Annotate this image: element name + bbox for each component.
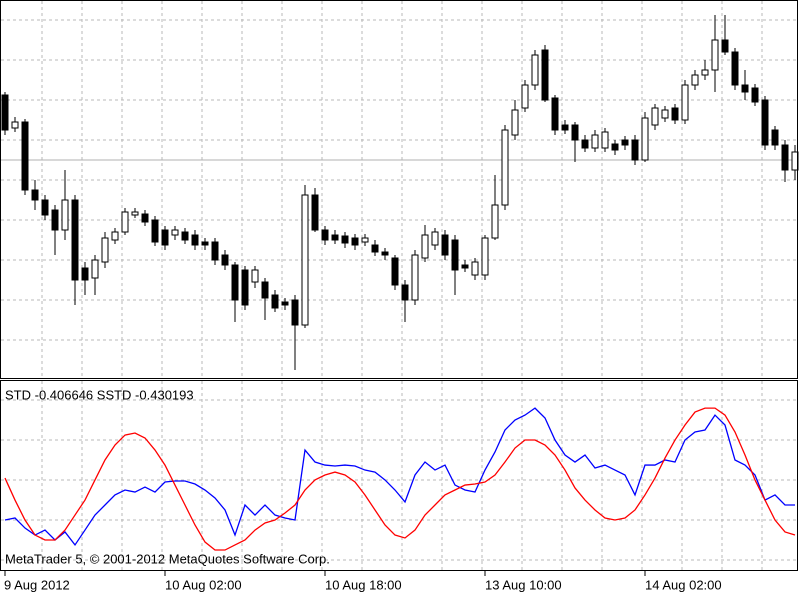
- candle-body: [611, 143, 619, 151]
- x-tick-label: 10 Aug 02:00: [165, 577, 242, 592]
- candle-body: [721, 39, 729, 53]
- x-tick-label: 13 Aug 10:00: [485, 577, 562, 592]
- x-tick-label: 14 Aug 02:00: [645, 577, 722, 592]
- candle-body: [231, 264, 239, 301]
- grid: [1, 1, 797, 570]
- candle-body: [731, 51, 739, 86]
- candle-body: [301, 194, 309, 326]
- candle-body: [521, 84, 529, 109]
- candle-body: [101, 237, 109, 263]
- candle-body: [321, 229, 329, 241]
- candle-body: [121, 211, 129, 233]
- candle-body: [241, 269, 249, 306]
- candle-body: [761, 99, 769, 146]
- candle-body: [571, 124, 579, 141]
- candle-body: [211, 241, 219, 261]
- candle-body: [311, 194, 319, 231]
- candle-body: [371, 244, 379, 253]
- candle-body: [281, 301, 289, 306]
- candle-body: [441, 234, 449, 256]
- indicator-title: STD -0.406646 SSTD -0.430193: [5, 387, 194, 402]
- plot: 9 Aug 2012 10 Aug 02:00 10 Aug 18:00 13 Aug…: [1, 15, 799, 592]
- candle-body: [111, 231, 119, 241]
- indicator-panel-frame: [0, 380, 798, 571]
- candle-body: [351, 237, 359, 246]
- candle-body: [141, 213, 149, 223]
- candle-body: [491, 204, 499, 239]
- candle-body: [691, 74, 699, 86]
- candle-body: [71, 199, 79, 281]
- candle-body: [501, 129, 509, 206]
- candle-body: [391, 257, 399, 286]
- candle-body: [681, 84, 689, 121]
- main-panel-frame: [0, 0, 798, 379]
- candle-body: [551, 97, 559, 131]
- candle-body: [421, 234, 429, 259]
- candle-body: [161, 229, 169, 246]
- candle-body: [481, 237, 489, 276]
- candle-body: [401, 284, 409, 301]
- candle-body: [131, 211, 139, 216]
- candle-body: [651, 107, 659, 126]
- candle-body: [171, 229, 179, 236]
- candle-body: [431, 231, 439, 246]
- candle-body: [341, 235, 349, 244]
- candle-body: [261, 281, 269, 299]
- candle-body: [271, 294, 279, 309]
- candle-body: [591, 134, 599, 149]
- candle-body: [1, 94, 9, 131]
- candle-body: [631, 139, 639, 161]
- candle-body: [91, 259, 99, 279]
- candle-body: [781, 144, 789, 171]
- candle-body: [251, 269, 259, 283]
- candle-body: [711, 39, 719, 71]
- candle-body: [601, 131, 609, 149]
- candle-body: [471, 261, 479, 276]
- candle-body: [361, 237, 369, 243]
- candle-body: [411, 254, 419, 301]
- candle-body: [511, 109, 519, 136]
- candle-body: [21, 121, 29, 191]
- candle-body: [701, 69, 709, 76]
- candle-body: [461, 264, 469, 269]
- candle-body: [381, 251, 389, 256]
- x-tick-label: 10 Aug 18:00: [325, 577, 402, 592]
- candle-body: [751, 87, 759, 103]
- candle-body: [81, 267, 89, 281]
- candle-body: [331, 234, 339, 241]
- candle-body: [191, 234, 199, 246]
- candle-body: [31, 189, 39, 201]
- candle-body: [221, 254, 229, 266]
- candle-body: [541, 49, 549, 101]
- candle-body: [561, 124, 569, 131]
- footer: MetaTrader 5, © 2001-2012 MetaQuotes Sof…: [5, 551, 330, 566]
- candle-body: [291, 299, 299, 326]
- candle-body: [201, 241, 209, 246]
- indicator-line: [4, 407, 796, 551]
- candle-body: [151, 219, 159, 243]
- candle-body: [671, 107, 679, 121]
- candle-body: [51, 209, 59, 231]
- candle-body: [41, 199, 49, 216]
- candle-body: [181, 231, 189, 241]
- candle-body: [531, 54, 539, 86]
- candle-body: [581, 139, 589, 149]
- candle-body: [661, 109, 669, 119]
- candle-body: [621, 139, 629, 146]
- candle-body: [61, 199, 69, 231]
- x-tick-label: 9 Aug 2012: [4, 577, 70, 592]
- candle-body: [641, 117, 649, 161]
- candle-body: [741, 84, 749, 93]
- candle-body: [11, 121, 19, 129]
- candle-body: [771, 129, 779, 146]
- candle-body: [451, 239, 459, 271]
